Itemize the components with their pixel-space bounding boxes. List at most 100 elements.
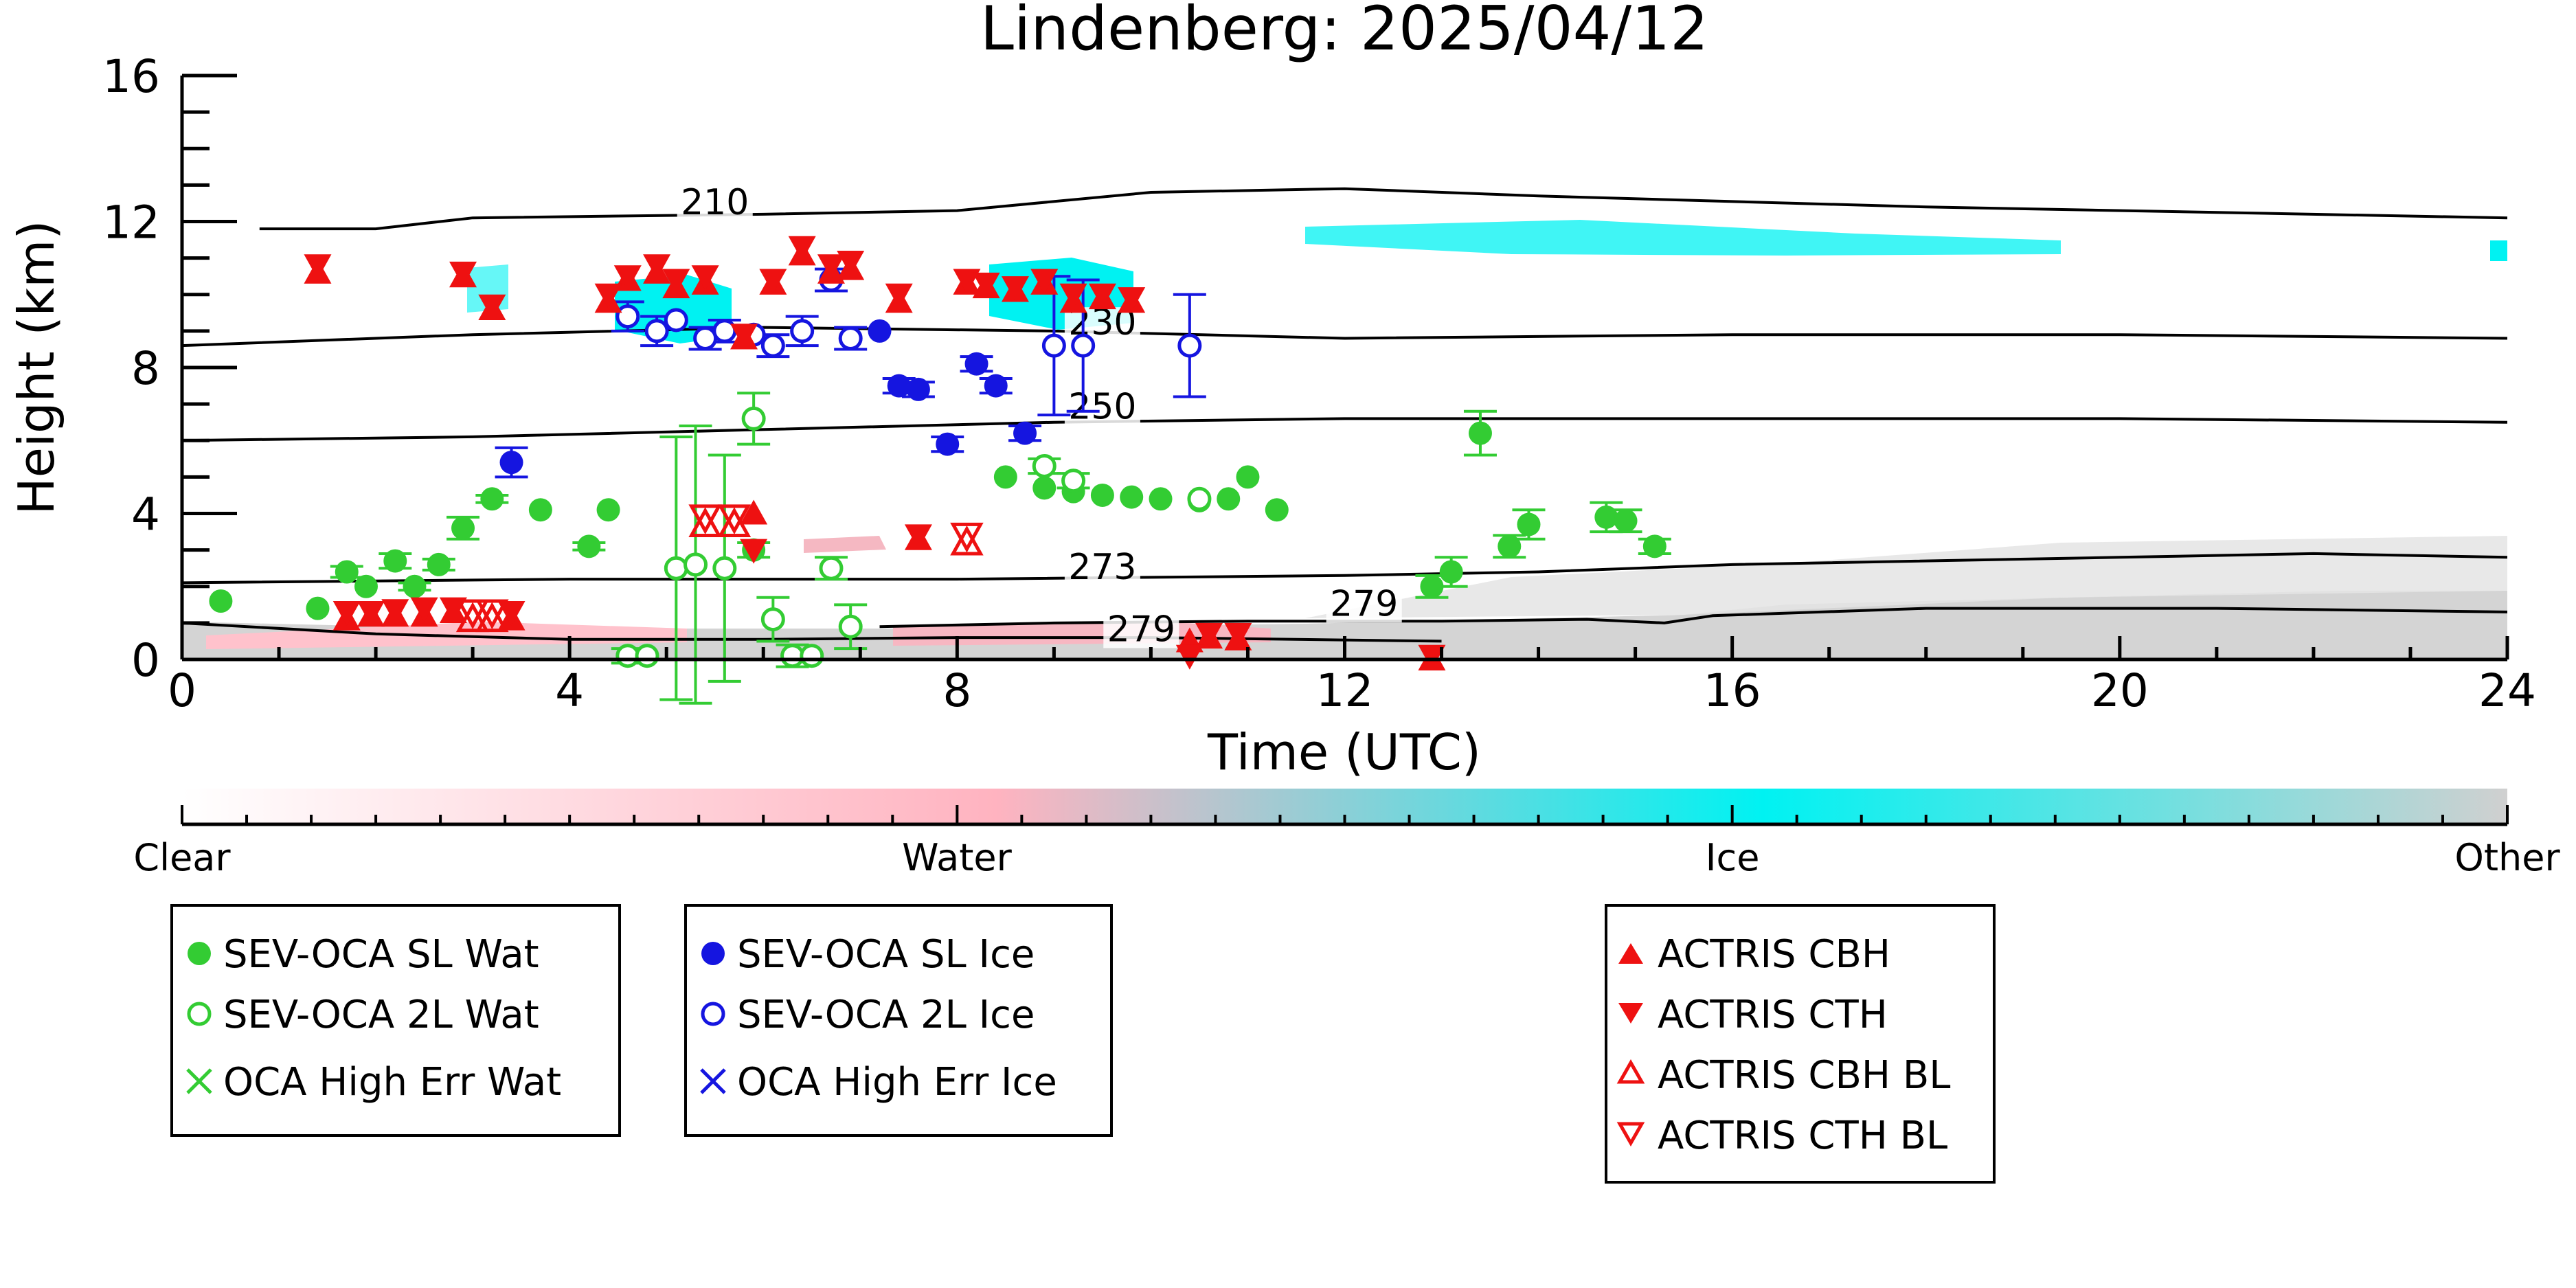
colorbar-label-other: Other xyxy=(2454,836,2560,879)
actris-cth-point xyxy=(1118,287,1146,313)
actris-cth-point xyxy=(759,269,787,294)
sev-oca-2l-wat-point xyxy=(838,614,863,639)
y-axis-title: Height (km) xyxy=(8,221,65,515)
actris-cth-point xyxy=(904,524,932,550)
sev-oca-2l-wat-point xyxy=(664,556,688,580)
contour-label-210: 210 xyxy=(681,182,749,223)
legend-actris-cbh-marker xyxy=(1618,943,1643,964)
sev-oca-sl-wat-point xyxy=(403,574,427,598)
actris-cth-point xyxy=(410,597,438,622)
actris-cth-bl-point xyxy=(475,599,509,630)
sev-oca-sl-ice-point xyxy=(887,374,911,398)
legend-actris-cth-label: ACTRIS CTH xyxy=(1658,993,1888,1037)
sev-oca-sl-ice-point xyxy=(964,352,988,376)
legend-ice-2l-marker xyxy=(701,1002,725,1026)
sev-oca-sl-ice-point xyxy=(868,319,892,343)
actris-cbh-point xyxy=(740,499,768,525)
sev-oca-2l-wat-point xyxy=(712,556,737,580)
legend-water-2l-label: SEV-OCA 2L Wat xyxy=(223,993,539,1037)
contour-line-273 xyxy=(181,552,2508,585)
sev-oca-2l-wat-point xyxy=(683,552,708,577)
sev-oca-2l-wat-point xyxy=(1032,453,1057,478)
actris-cth-point xyxy=(449,261,477,286)
colorbar-label-clear: Clear xyxy=(133,836,231,879)
x-tick-label: 8 xyxy=(942,664,971,717)
contour-label-bg xyxy=(1326,588,1402,623)
sev-oca-2l-ice-point xyxy=(1177,333,1202,358)
legend-actris: ACTRIS CBH ACTRIS CTH ACTRIS CBH BL ACTR… xyxy=(1605,904,1996,1184)
contour-label-bg xyxy=(1064,391,1140,426)
sev-oca-sl-wat-point xyxy=(451,516,475,540)
actris-cth-point xyxy=(381,599,409,624)
x-tick-label: 0 xyxy=(168,664,196,717)
actris-cbh-bl-point xyxy=(455,602,490,633)
sev-oca-sl-ice-point xyxy=(936,432,960,456)
sev-oca-2l-wat-point xyxy=(819,556,844,580)
contour-line-230 xyxy=(181,326,2508,348)
cloud-water-mid xyxy=(804,536,886,553)
sev-oca-2l-wat-point xyxy=(741,406,766,431)
actris-cth-bl-point xyxy=(717,504,752,534)
sev-oca-sl-wat-point xyxy=(1439,560,1463,584)
legend-water-box xyxy=(170,904,621,1137)
actris-cth-point xyxy=(643,254,671,280)
actris-cbh-bl-point xyxy=(688,507,722,537)
contour-label-279: 279 xyxy=(1330,583,1398,624)
y-tick-label: 0 xyxy=(131,634,160,687)
sev-oca-sl-wat-point xyxy=(383,549,407,573)
actris-cbh-bl-point xyxy=(717,507,752,537)
sev-oca-sl-wat-point xyxy=(1498,534,1522,558)
x-tick-label: 12 xyxy=(1316,664,1374,717)
legend-ice-higherr-marker xyxy=(700,1068,726,1094)
x-tick-label: 16 xyxy=(1704,664,1761,717)
actris-cth-bl-point xyxy=(950,522,984,553)
colorbar: Clear Water Ice Other xyxy=(133,789,2560,879)
actris-cth-bl-point xyxy=(455,599,490,630)
actris-cth-point xyxy=(497,600,526,626)
actris-cth-point xyxy=(730,324,758,349)
sev-oca-2l-ice-point xyxy=(644,319,669,343)
sev-oca-sl-wat-point xyxy=(1090,483,1114,507)
legend-water-higherr-label: OCA High Err Wat xyxy=(223,1060,561,1105)
x-axis-title: Time (UTC) xyxy=(1207,723,1481,781)
sev-oca-sl-wat-point xyxy=(1420,574,1444,598)
sev-oca-sl-wat-point xyxy=(1265,498,1289,522)
actris-cth-point xyxy=(662,269,690,294)
sev-oca-2l-ice-point xyxy=(693,326,718,350)
legend-ice: SEV-OCA SL Ice SEV-OCA 2L Ice OCA High E… xyxy=(684,904,1113,1137)
sev-oca-2l-ice-point xyxy=(1071,333,1096,358)
sev-oca-2l-ice-point xyxy=(790,319,815,343)
contour-label-bg xyxy=(1064,552,1140,587)
sev-oca-sl-wat-point xyxy=(577,534,601,558)
chart-title: Lindenberg: 2025/04/12 xyxy=(980,0,1708,64)
sev-oca-sl-wat-point xyxy=(480,487,504,511)
sev-oca-2l-wat-point xyxy=(615,644,640,668)
x-tick-label: 4 xyxy=(555,664,584,717)
contour-label-bg xyxy=(677,186,753,221)
sev-oca-sl-wat-point xyxy=(1468,421,1492,445)
sev-oca-2l-ice-point xyxy=(838,326,863,350)
actris-cth-point xyxy=(788,236,816,261)
sev-oca-2l-wat-point xyxy=(1187,486,1212,511)
sev-oca-sl-ice-point xyxy=(984,374,1008,398)
actris-cth-point xyxy=(594,283,622,308)
actris-cth-point xyxy=(837,250,865,275)
actris-cth-point xyxy=(1088,283,1116,308)
actris-cth-point xyxy=(953,269,981,294)
sev-oca-2l-wat-point xyxy=(635,644,659,668)
sev-oca-2l-wat-point xyxy=(780,644,805,668)
actris-cbh-bl-point xyxy=(475,602,509,633)
sev-oca-2l-wat-point xyxy=(1061,468,1086,493)
legend-ice-higherr-label: OCA High Err Ice xyxy=(737,1060,1057,1105)
axes: 0 4 8 12 16 20 24 0 4 8 12 16 xyxy=(102,50,2536,717)
actris-cth-point xyxy=(1175,644,1204,670)
contour-line-250 xyxy=(181,417,2508,442)
legend-ice-2l-label: SEV-OCA 2L Ice xyxy=(737,993,1035,1037)
x-tick-label: 24 xyxy=(2478,664,2536,717)
legend-water-2l-marker xyxy=(187,1002,212,1026)
legend-water-sl-label: SEV-OCA SL Wat xyxy=(223,932,539,977)
sev-oca-sl-wat-point xyxy=(306,596,330,620)
colorbar-label-ice: Ice xyxy=(1706,836,1760,879)
contour-label-279: 279 xyxy=(1107,609,1175,650)
